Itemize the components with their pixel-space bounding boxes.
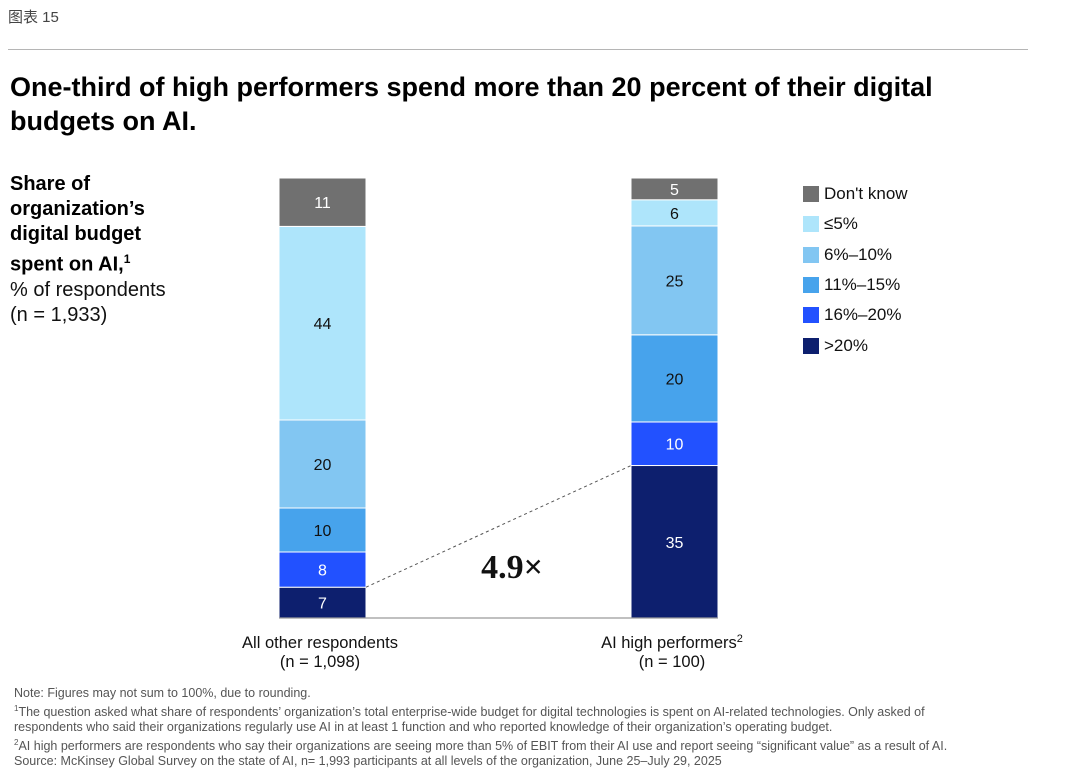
category-label-1: All other respondents [242, 634, 398, 652]
legend: Don't know ≤5% 6%–10% 11%–15% 16%–20% >20% [803, 179, 908, 361]
legend-swatch-le5 [803, 216, 819, 233]
bar-segment-p16_20-bar-1 [278, 551, 367, 588]
y-label-line-4: spent on AI,1 [10, 247, 220, 278]
multiplier-annotation: 4.9× [481, 549, 543, 586]
y-label-sample-size: (n = 1,933) [10, 303, 108, 326]
note-rounding: Note: Figures may not sum to 100%, due t… [14, 686, 311, 700]
bar-segment-dont_know-bar-2 [630, 177, 719, 201]
data-label-p11_15-bar-2: 20 [666, 371, 684, 388]
data-label-le5-bar-1: 44 [314, 316, 332, 333]
y-axis-label: Share of organization’s digital budget s… [10, 172, 220, 328]
bar-segment-p11_15-bar-2 [630, 334, 719, 423]
y-label-line-3: digital budget [10, 223, 142, 245]
data-label-p6_10-bar-2: 25 [666, 273, 684, 290]
data-label-dont_know-bar-2: 5 [670, 182, 679, 199]
footnote-1-marker: 1 [14, 704, 19, 713]
legend-item-dont_know: Don't know [803, 179, 908, 209]
footnote-1-continued: respondents who said their organizations… [14, 720, 833, 735]
exhibit-label: 图表 15 [8, 9, 59, 26]
bar-segment-le5-bar-2 [630, 199, 719, 227]
bar-segment-p16_20-bar-2 [630, 421, 719, 467]
legend-swatch-dont_know [803, 186, 819, 203]
category-label-2: AI high performers2 [601, 633, 743, 652]
legend-item-p6_10: 6%–10% [803, 240, 908, 270]
bar-segment-gt20-bar-1 [278, 586, 367, 619]
footnote-1-text: The question asked what share of respond… [18, 705, 925, 720]
legend-item-p11_15: 11%–15% [803, 270, 908, 300]
footnote-2-marker: 2 [14, 738, 19, 748]
y-label-line-2: organization’s [10, 198, 145, 220]
legend-swatch-p6_10 [803, 246, 819, 263]
header-divider [8, 49, 1028, 50]
bar-segment-p6_10-bar-2 [630, 225, 719, 336]
legend-label-gt20: >20% [824, 335, 868, 355]
chart-title: One-third of high performers spend more … [10, 72, 933, 136]
legend-label-p6_10: 6%–10% [824, 244, 893, 264]
category-sample-size-2: (n = 100) [639, 653, 706, 671]
footnote-2-text: AI high performers are respondents who s… [18, 739, 948, 754]
legend-item-p16_20: 16%–20% [803, 300, 908, 330]
footnotes: Note: Figures may not sum to 100%, due t… [14, 686, 1064, 769]
bar-segment-gt20-bar-2 [630, 465, 719, 619]
legend-swatch-p11_15 [803, 277, 819, 294]
legend-label-le5: ≤5% [824, 214, 858, 234]
data-label-gt20-bar-1: 7 [318, 596, 327, 613]
data-label-p11_15-bar-1: 10 [314, 523, 332, 540]
data-label-gt20-bar-2: 35 [666, 535, 684, 552]
legend-swatch-p16_20 [803, 307, 819, 324]
data-label-p16_20-bar-2: 10 [666, 437, 684, 454]
data-label-p6_10-bar-1: 20 [314, 457, 332, 474]
bar-segment-dont_know-bar-1 [278, 177, 367, 227]
legend-label-dont_know: Don't know [824, 184, 908, 204]
legend-item-le5: ≤5% [803, 209, 908, 239]
legend-label-p11_15: 11%–15% [824, 275, 901, 295]
legend-swatch-gt20 [803, 337, 819, 354]
footnote-1: 1The question asked what share of respon… [14, 701, 1064, 720]
comparison-connector-line [365, 465, 632, 588]
legend-label-p16_20: 16%–20% [824, 305, 902, 325]
footnote-2: 2AI high performers are respondents who … [14, 735, 1064, 754]
footnote-ref-1: 1 [123, 252, 131, 266]
y-label-units: % of respondents [10, 278, 166, 301]
bar-segment-le5-bar-1 [278, 225, 367, 421]
category-sample-size-1: (n = 1,098) [280, 653, 360, 671]
data-label-p16_20-bar-1: 8 [318, 563, 327, 580]
data-label-le5-bar-2: 6 [670, 206, 679, 223]
y-label-line-1: Share of [10, 173, 91, 195]
category-footnote-ref-2: 2 [737, 633, 743, 645]
y-label-line-4-text: spent on AI, [10, 253, 124, 276]
bar-segment-p11_15-bar-1 [278, 507, 367, 553]
source-note: Source: McKinsey Global Survey on the st… [14, 754, 722, 769]
bar-segment-p6_10-bar-1 [278, 419, 367, 509]
data-label-dont_know-bar-1: 11 [314, 195, 331, 212]
legend-item-gt20: >20% [803, 330, 908, 360]
